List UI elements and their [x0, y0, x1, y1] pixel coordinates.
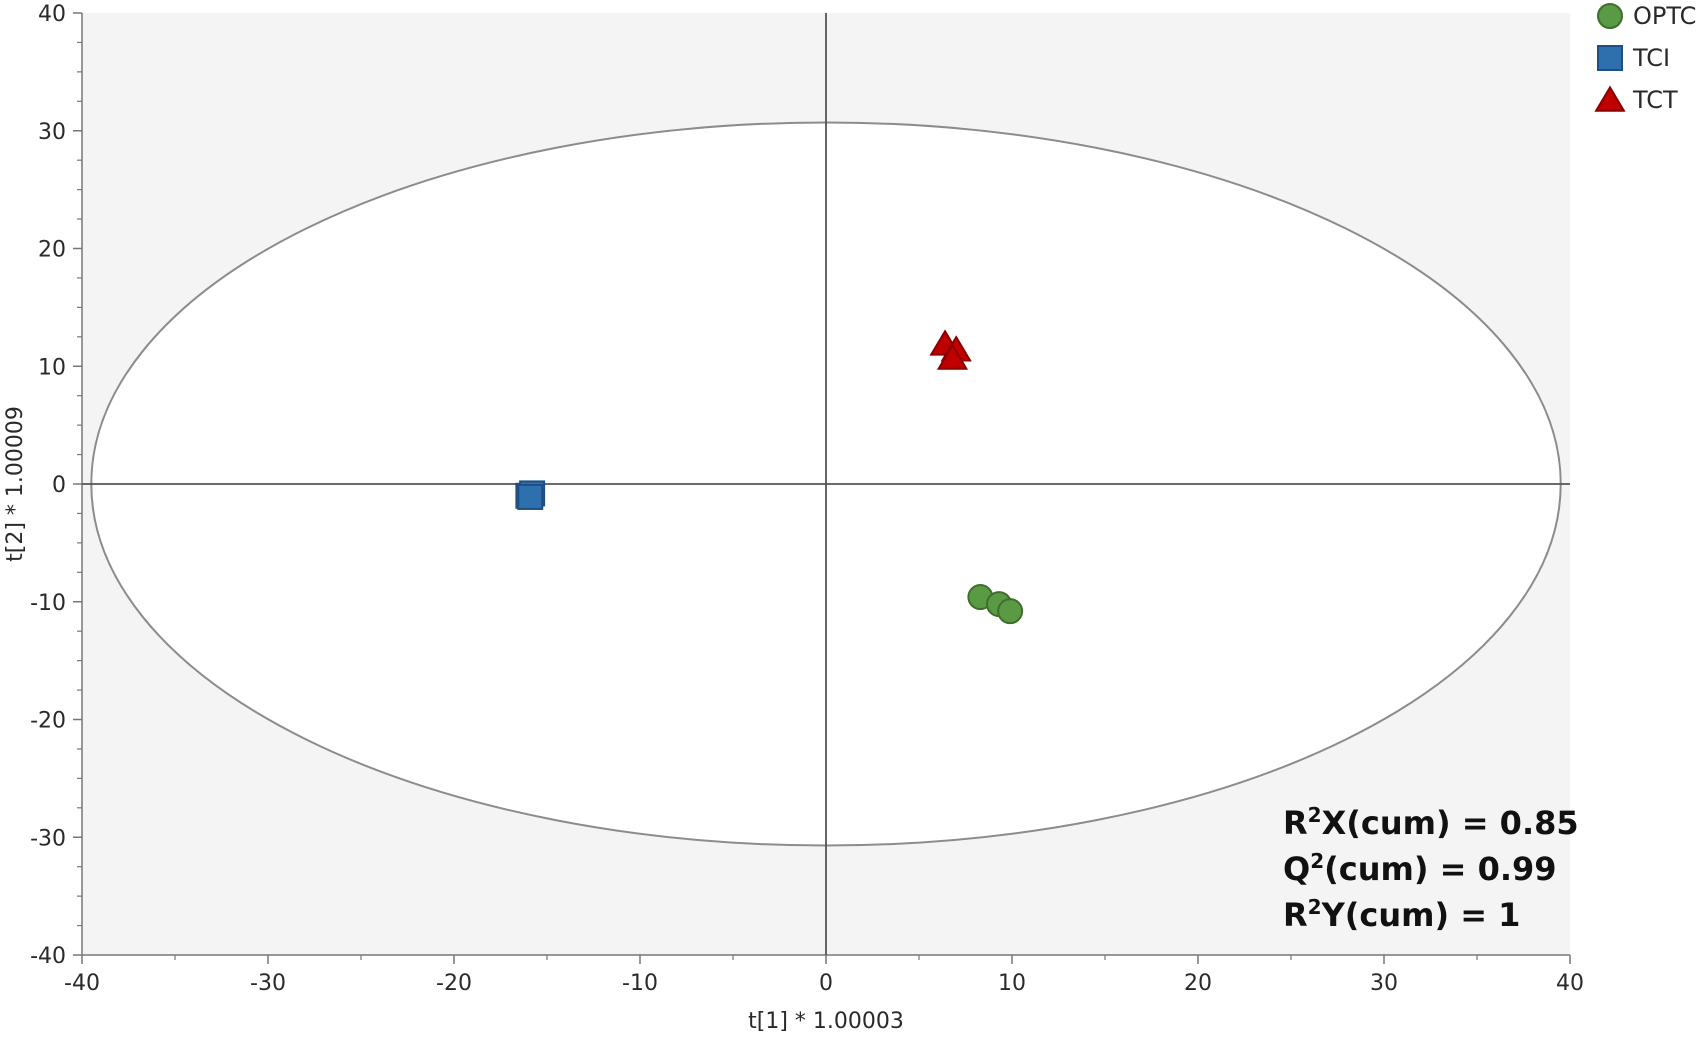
x-tick-label: 10	[998, 971, 1026, 996]
legend-marker-tci	[1597, 45, 1623, 71]
q2-stat: Q2(cum) = 0.99	[1283, 849, 1557, 888]
data-point-tct	[936, 343, 969, 370]
legend-marker-optc	[1597, 3, 1623, 29]
model-statistics: R2X(cum) = 0.85 Q2(cum) = 0.99 R2Y(cum) …	[1283, 800, 1579, 938]
data-point-optc	[997, 598, 1024, 625]
x-tick-label: 40	[1556, 971, 1584, 996]
x-tick-label: -30	[250, 971, 286, 996]
legend-label-tct: TCT	[1632, 86, 1678, 114]
y-tick-label: 30	[38, 120, 66, 145]
y-tick-label: -10	[30, 591, 66, 616]
y-tick-label: -20	[30, 709, 66, 734]
x-tick-label: 20	[1184, 971, 1212, 996]
y-tick-label: 10	[38, 355, 66, 380]
x-tick-label: -10	[622, 971, 658, 996]
y-tick-label: 20	[38, 238, 66, 263]
y-tick-label: -30	[30, 826, 66, 851]
y-axis-title: t[2] * 1.00009	[3, 406, 28, 562]
r2x-stat: R2X(cum) = 0.85	[1283, 803, 1579, 842]
legend-marker-tct	[1594, 85, 1626, 112]
y-tick-label: 40	[38, 2, 66, 27]
x-tick-label: -40	[64, 971, 100, 996]
x-tick-label: 30	[1370, 971, 1398, 996]
x-tick-label: -20	[436, 971, 472, 996]
x-axis-title: t[1] * 1.00003	[748, 1009, 904, 1034]
r2y-stat: R2Y(cum) = 1	[1283, 895, 1521, 934]
x-tick-label: 0	[819, 971, 833, 996]
data-point-tci	[517, 483, 544, 510]
y-tick-label: 0	[52, 473, 66, 498]
legend-label-tci: TCI	[1632, 44, 1670, 72]
y-tick-label: -40	[30, 944, 66, 969]
legend-label-optc: OPTC	[1633, 2, 1696, 30]
